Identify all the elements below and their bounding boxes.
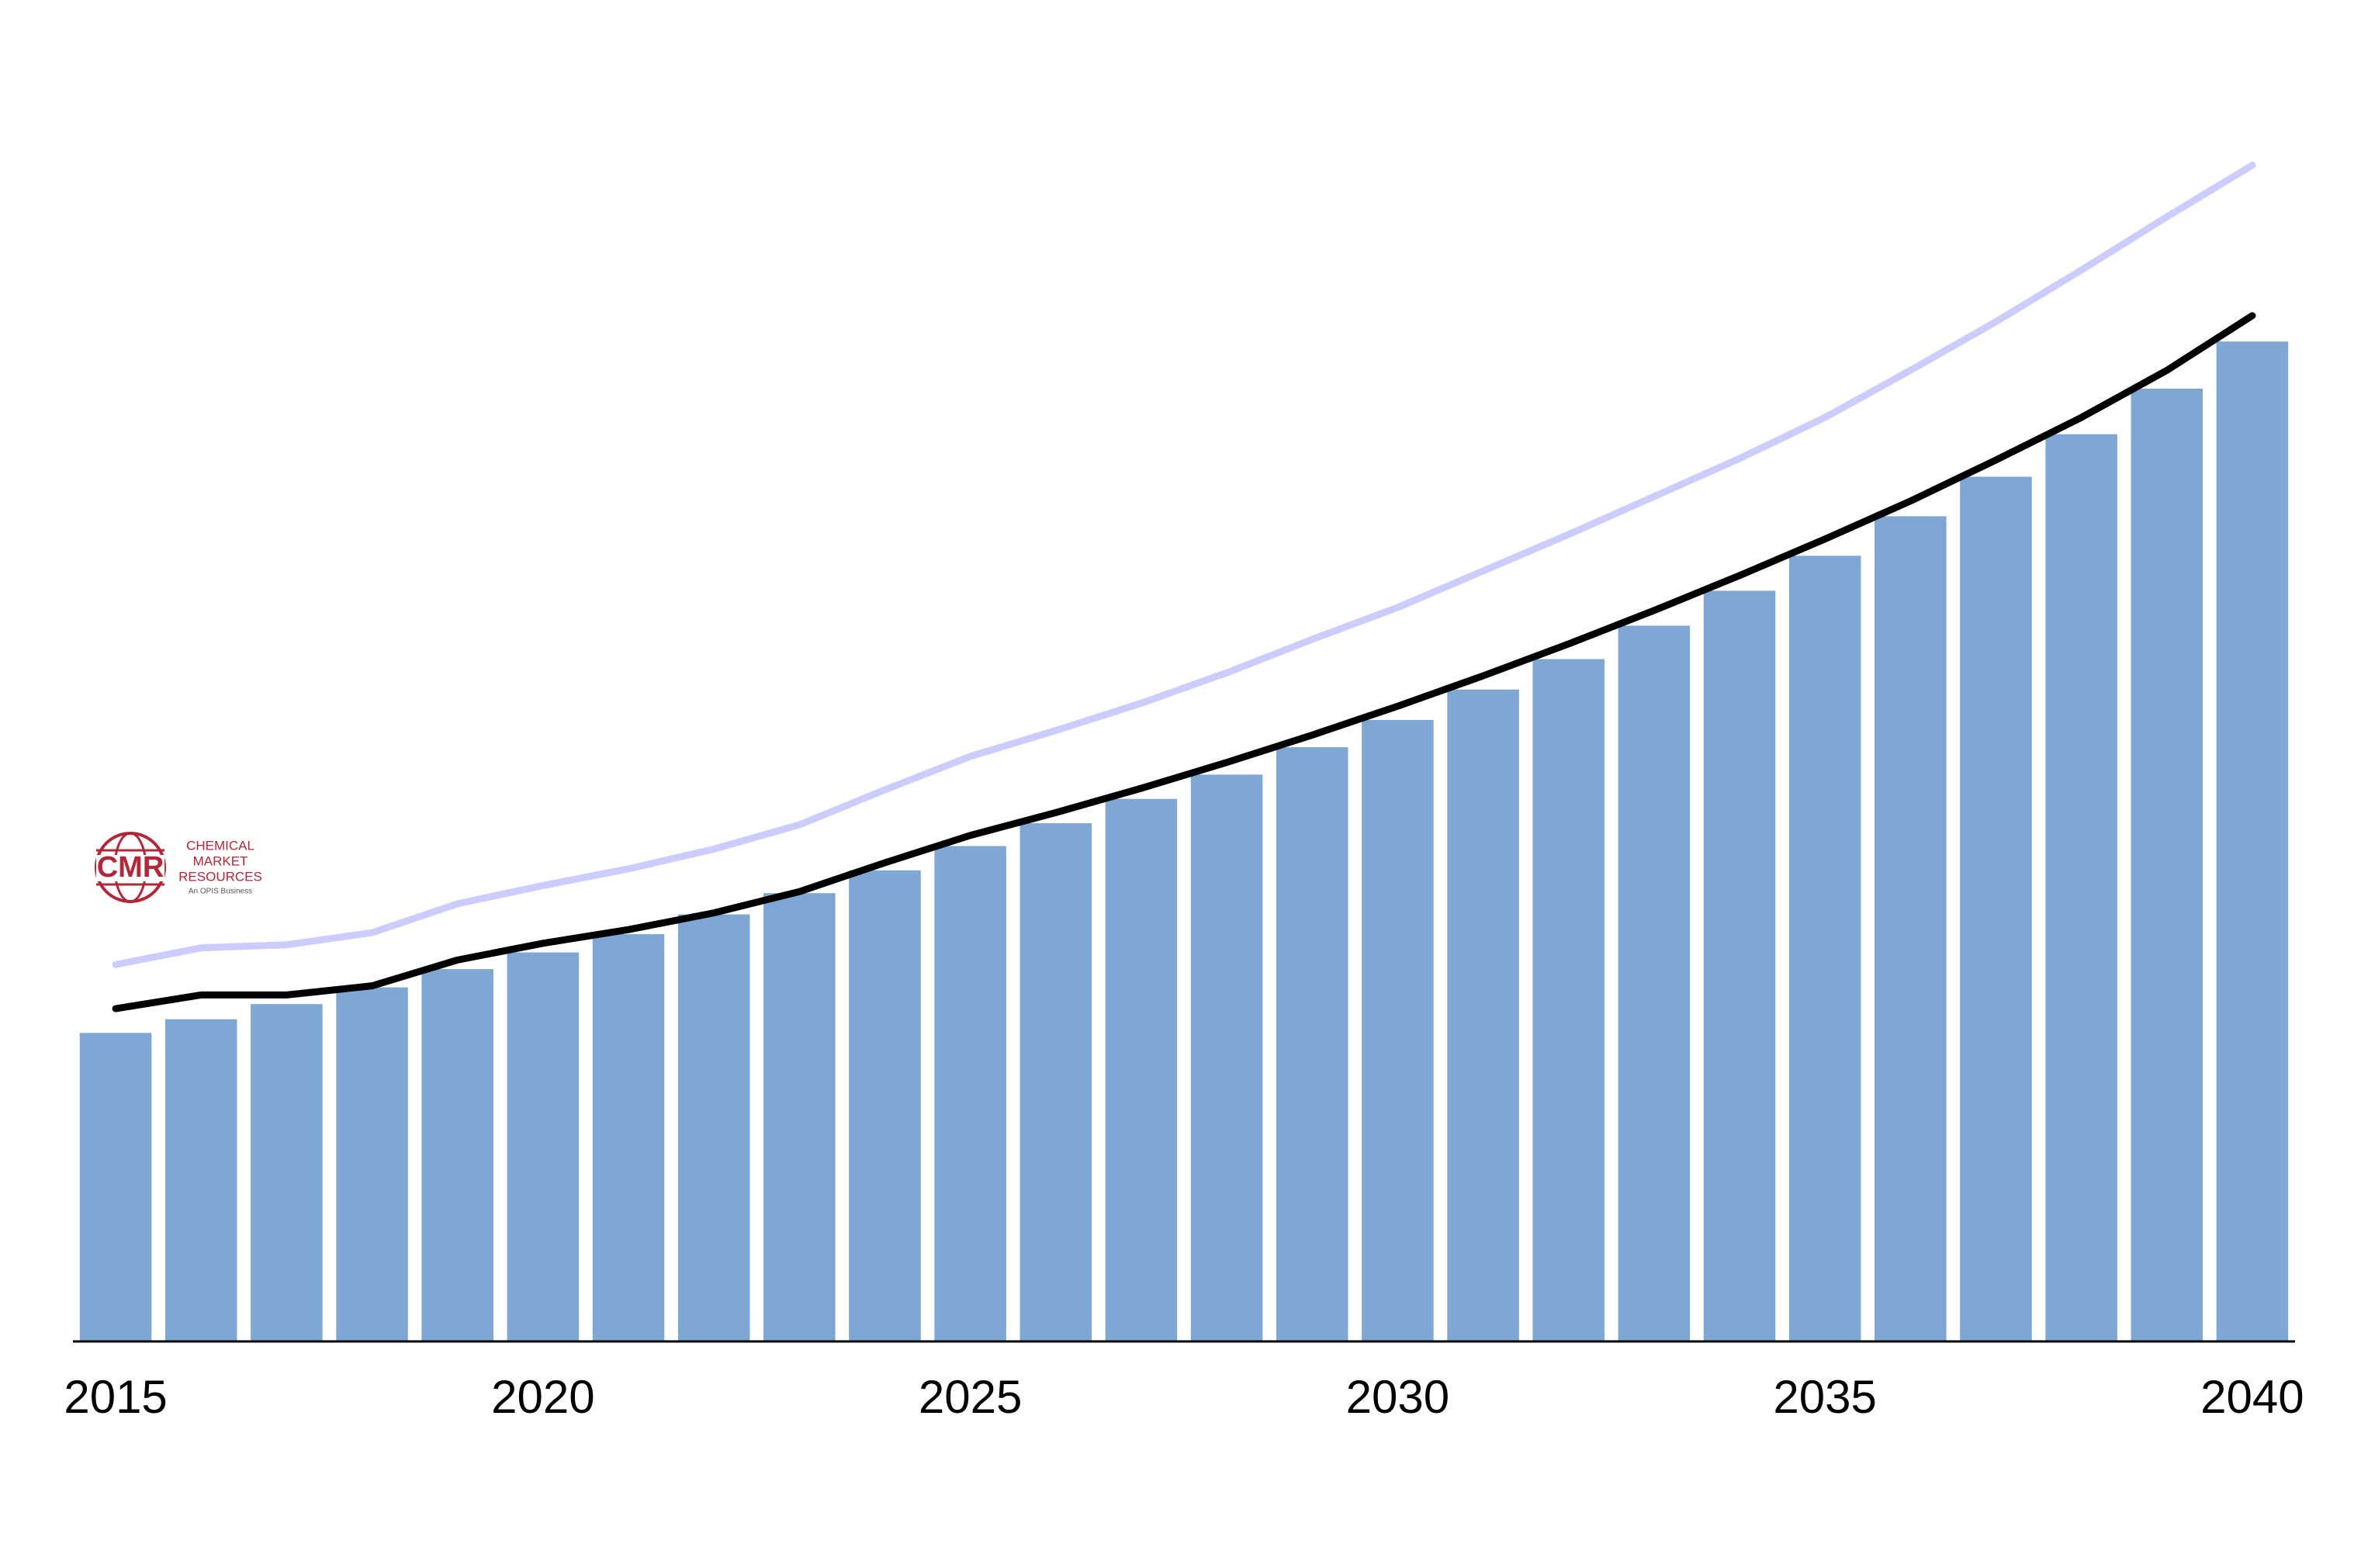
bar: [336, 987, 408, 1341]
x-tick-label: 2030: [1346, 1371, 1449, 1423]
logo-mark: CMR: [97, 851, 164, 884]
bar: [1020, 823, 1092, 1341]
bar: [251, 1004, 323, 1341]
x-tick-label: 2020: [491, 1371, 594, 1423]
bar: [1618, 625, 1691, 1341]
bar: [763, 893, 836, 1341]
logo-band: [96, 855, 164, 881]
bar: [164, 1019, 237, 1341]
line: [112, 312, 2256, 1012]
bar: [934, 846, 1006, 1341]
logo: CMR CHEMICAL MARKET RESOURCES An OPIS Bu…: [95, 832, 262, 903]
bar: [1276, 747, 1348, 1341]
bar: [677, 914, 750, 1341]
bar: [421, 969, 493, 1341]
logo-text: CHEMICAL: [186, 838, 254, 853]
bar: [2045, 434, 2117, 1341]
x-tick-label: 2025: [919, 1371, 1022, 1423]
bar: [592, 934, 665, 1341]
x-tick-label: 2040: [2200, 1371, 2304, 1423]
bar: [1875, 516, 1947, 1342]
bar: [1105, 798, 1178, 1341]
bar: [849, 870, 921, 1341]
bar: [79, 1033, 152, 1341]
line: [112, 161, 2256, 968]
x-tick-label: 2015: [64, 1371, 167, 1423]
logo-text: MARKET: [193, 853, 248, 868]
bar: [2216, 341, 2289, 1342]
x-tick-label: 2035: [1773, 1371, 1876, 1423]
bar: [1447, 689, 1519, 1341]
bar: [1788, 556, 1861, 1341]
bar: [2131, 388, 2203, 1341]
logo-tagline: An OPIS Business: [189, 888, 252, 896]
bar: [507, 952, 580, 1341]
logo-text: RESOURCES: [178, 869, 262, 884]
bar: [1532, 659, 1605, 1341]
bar: [1703, 590, 1776, 1341]
bar: [1190, 774, 1263, 1341]
bar: [1362, 719, 1434, 1341]
bar: [1960, 476, 2032, 1342]
